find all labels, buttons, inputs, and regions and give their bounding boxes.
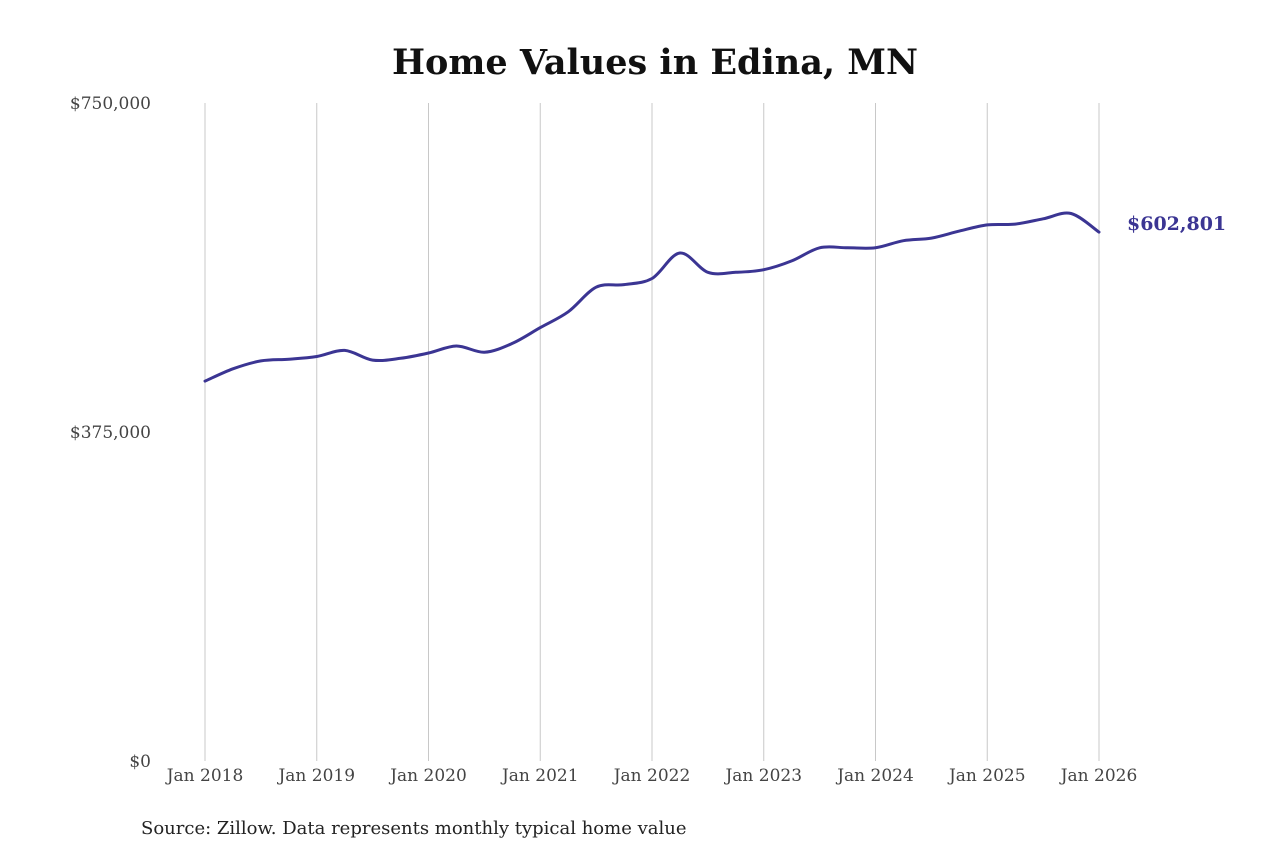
x-tick-label: Jan 2022 xyxy=(612,766,691,786)
source-note: Source: Zillow. Data represents monthly … xyxy=(141,818,687,839)
x-tick-label: Jan 2021 xyxy=(500,766,579,786)
x-tick-label: Jan 2024 xyxy=(835,766,914,786)
vertical-gridlines xyxy=(204,103,1100,761)
chart-title: Home Values in Edina, MN xyxy=(392,42,918,83)
y-tick-label: $750,000 xyxy=(70,94,151,114)
y-axis-tick-labels: $0 $375,000 $750,000 xyxy=(70,94,151,772)
x-axis-tick-labels: Jan 2018 Jan 2019 Jan 2020 Jan 2021 Jan 2022… xyxy=(165,766,1138,786)
x-tick-label: Jan 2018 xyxy=(165,766,244,786)
x-tick-label: Jan 2020 xyxy=(388,766,467,786)
series-layer xyxy=(203,211,1101,383)
x-tick-label: Jan 2025 xyxy=(947,766,1026,786)
x-tick-label: Jan 2023 xyxy=(723,766,802,786)
x-tick-label: Jan 2019 xyxy=(276,766,355,786)
series-line-0 xyxy=(203,211,1101,383)
y-tick-label: $375,000 xyxy=(70,423,151,443)
end-value-label: $602,801 xyxy=(1127,213,1226,235)
y-tick-label: $0 xyxy=(129,752,151,772)
x-tick-label: Jan 2026 xyxy=(1059,766,1138,786)
